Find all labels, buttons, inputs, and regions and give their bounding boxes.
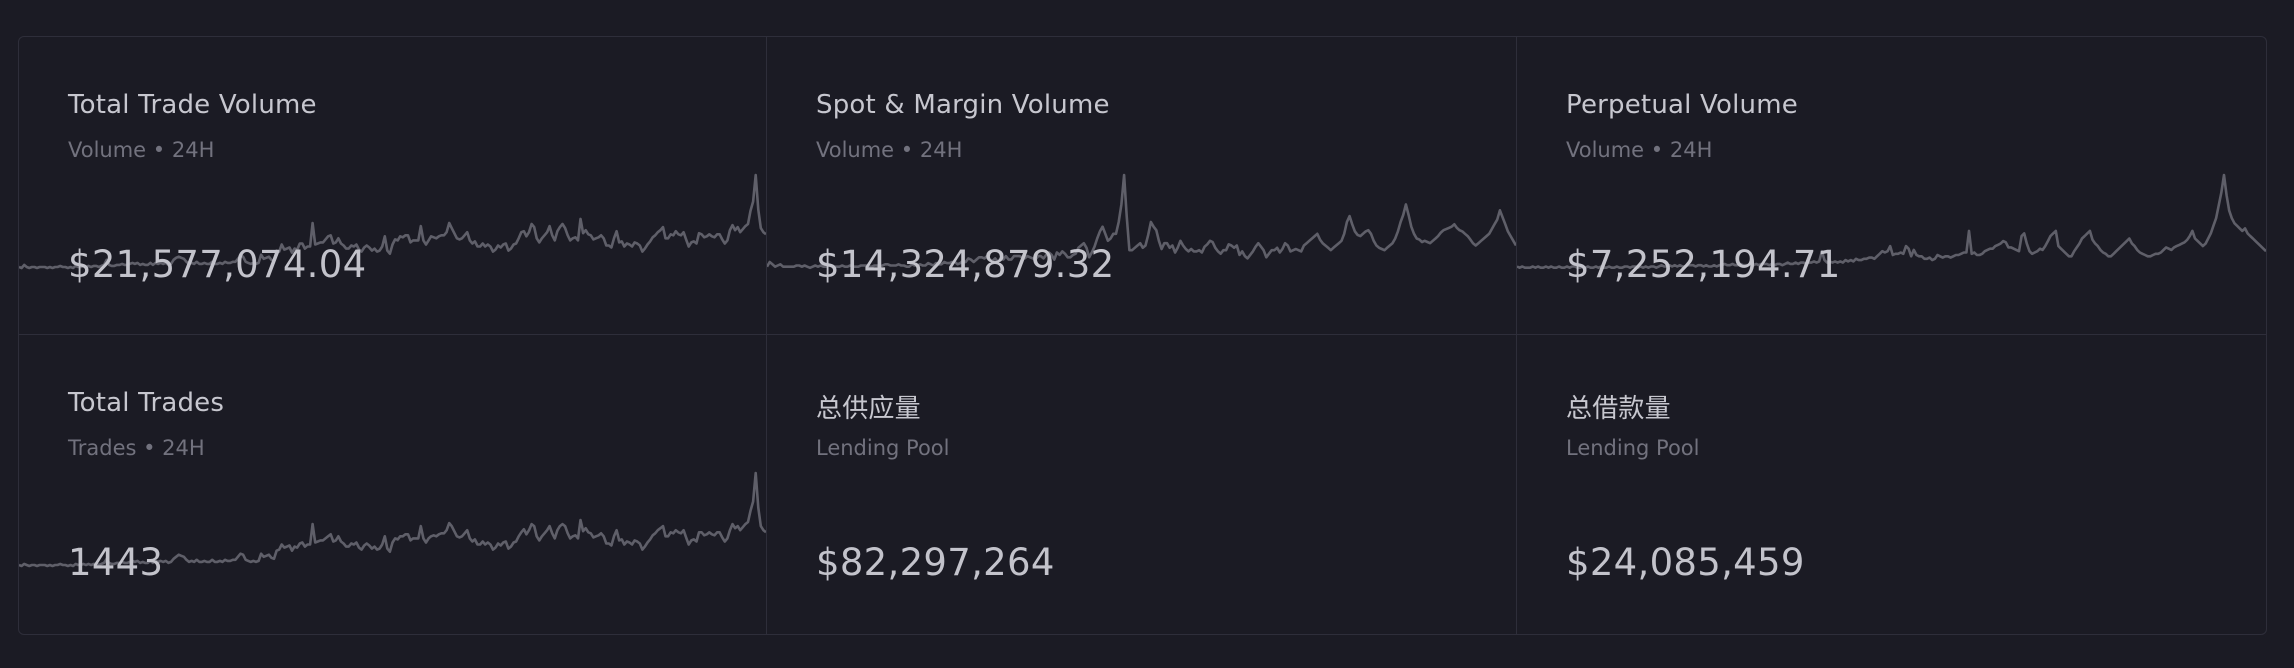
sparkline-chart	[1517, 173, 2266, 269]
sparkline-line	[19, 471, 766, 568]
card-title: Total Trades	[68, 388, 225, 418]
card-subtitle: Lending Pool	[816, 436, 950, 460]
card-title: Perpetual Volume	[1566, 90, 1798, 120]
card-title: Spot & Margin Volume	[816, 90, 1110, 120]
card-subtitle: Volume • 24H	[68, 138, 215, 162]
sparkline-chart	[19, 471, 766, 568]
total-trades-card: Total Trades Trades • 24H 1443	[19, 335, 767, 634]
card-title: Total Trade Volume	[68, 90, 317, 120]
sparkline-chart	[767, 173, 1516, 270]
sparkline-line	[1517, 173, 2266, 269]
card-value: $7,252,194.71	[1566, 243, 1841, 286]
perpetual-volume-card: Perpetual Volume Volume • 24H $7,252,194…	[1517, 37, 2266, 335]
sparkline-line	[19, 173, 766, 270]
card-subtitle: Volume • 24H	[816, 138, 963, 162]
total-supply-card: 总供应量 Lending Pool $82,297,264	[767, 335, 1517, 634]
total-borrow-card: 总借款量 Lending Pool $24,085,459	[1517, 335, 2266, 634]
card-subtitle: Lending Pool	[1566, 436, 1700, 460]
card-value: $82,297,264	[816, 541, 1055, 584]
total-trade-volume-card: Total Trade Volume Volume • 24H $21,577,…	[19, 37, 767, 335]
sparkline-chart	[19, 173, 766, 270]
card-subtitle: Volume • 24H	[1566, 138, 1713, 162]
card-value: $24,085,459	[1566, 541, 1805, 584]
stats-panel: Total Trade Volume Volume • 24H $21,577,…	[18, 36, 2267, 635]
card-value: $21,577,074.04	[68, 243, 367, 286]
card-value: $14,324,879.32	[816, 243, 1115, 286]
card-subtitle: Trades • 24H	[68, 436, 205, 460]
card-title: 总供应量	[816, 394, 921, 424]
spot-margin-volume-card: Spot & Margin Volume Volume • 24H $14,32…	[767, 37, 1517, 335]
card-value: 1443	[68, 541, 164, 584]
card-title: 总借款量	[1566, 394, 1671, 424]
sparkline-line	[767, 173, 1516, 270]
